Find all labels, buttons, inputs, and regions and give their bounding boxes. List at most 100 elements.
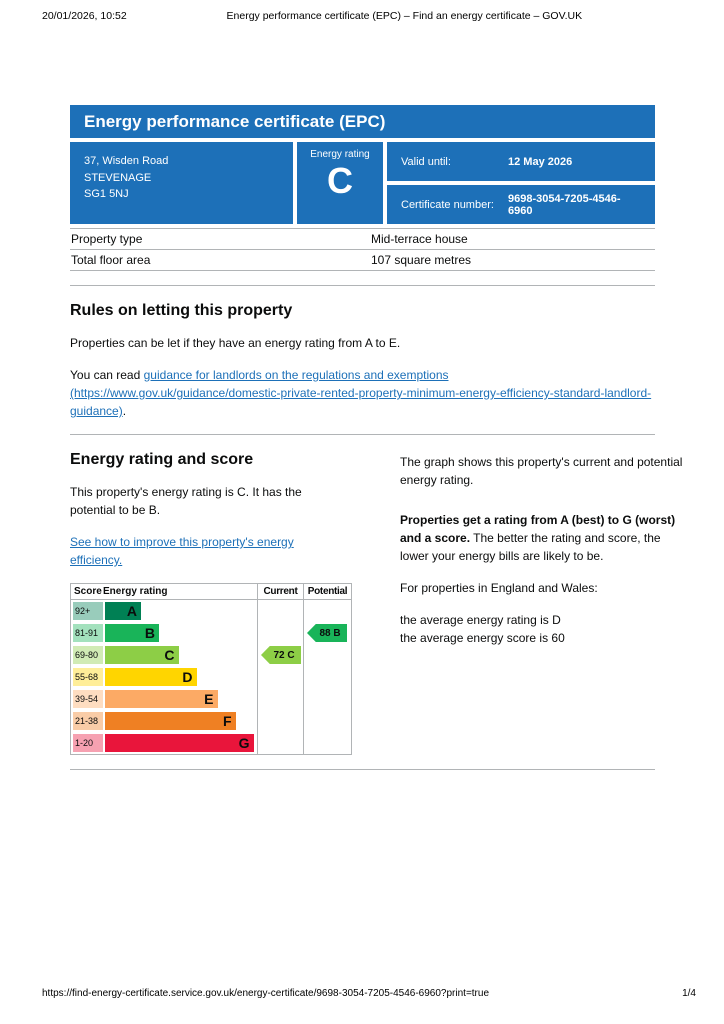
- rating-heading: Energy rating and score: [70, 451, 254, 468]
- graph-explainer-2: Properties get a rating from A (best) to…: [400, 511, 685, 565]
- epc-potential-column: Potential 88 B: [303, 584, 351, 754]
- rating-section-right: The graph shows this property's current …: [400, 435, 685, 755]
- band-score-range: 39-54: [73, 690, 103, 708]
- band-score-range: 69-80: [73, 646, 103, 664]
- property-detail-value: 107 square metres: [370, 249, 655, 271]
- band-bar-area: D: [105, 668, 255, 686]
- page-number: 1/4: [682, 988, 696, 999]
- letting-paragraph-2: You can read guidance for landlords on t…: [70, 366, 655, 420]
- print-url: https://find-energy-certificate.service.…: [42, 988, 490, 999]
- address-line-1: 37, Wisden Road: [84, 155, 169, 167]
- letting-para2-prefix: You can read: [70, 368, 144, 382]
- epc-chart: Score Energy rating 92+ A 81-91 B 69-80 C 55-6…: [70, 583, 352, 755]
- property-address: 37, Wisden Road STEVENAGE SG1 5NJ: [70, 142, 293, 224]
- chart-score-header: Score: [74, 586, 102, 597]
- band-letter: B: [144, 625, 155, 641]
- epc-band-row-f: 21-38 F: [71, 710, 257, 732]
- band-bar-area: A: [105, 602, 255, 620]
- current-rating-marker: 72 C: [261, 646, 301, 664]
- page-title: Energy performance certificate (EPC): [70, 105, 655, 138]
- chart-rating-header: Energy rating: [103, 586, 168, 597]
- certificate-document: Energy performance certificate (EPC) 37,…: [70, 0, 682, 770]
- property-detail-label: Total floor area: [70, 249, 370, 271]
- band-letter: C: [164, 647, 175, 663]
- print-footer: https://find-energy-certificate.service.…: [42, 988, 696, 999]
- chart-current-header: Current: [258, 584, 303, 600]
- divider: [70, 434, 655, 435]
- divider: [70, 285, 655, 286]
- epc-band-row-e: 39-54 E: [71, 688, 257, 710]
- certificate-number-value: 9698-3054-7205-4546-6960: [508, 192, 621, 217]
- graph-explainer-2-bold: Properties get a rating from A (best) to…: [400, 513, 676, 545]
- epc-chart-header: Score Energy rating: [71, 584, 257, 600]
- chart-potential-header: Potential: [304, 584, 351, 600]
- epc-chart-bands-area: Score Energy rating 92+ A 81-91 B 69-80 C 55-6…: [71, 584, 257, 754]
- improve-link-paragraph: See how to improve this property's energ…: [70, 533, 310, 569]
- epc-band-row-c: 69-80 C: [71, 644, 257, 666]
- letting-paragraph-1: Properties can be let if they have an en…: [70, 336, 401, 350]
- band-score-range: 55-68: [73, 668, 103, 686]
- energy-rating-value: C: [327, 160, 353, 201]
- rating-section: Energy rating and score This property's …: [70, 435, 682, 755]
- epc-chart-bands: 92+ A 81-91 B 69-80 C 55-68 D 39-54 E 21-38 F 1-20 G: [71, 600, 257, 754]
- band-letter: E: [204, 691, 214, 707]
- print-page-title: Energy performance certificate (EPC) – F…: [226, 10, 583, 22]
- property-detail-row: Total floor area 107 square metres: [70, 249, 655, 271]
- certificate-summary: 37, Wisden Road STEVENAGE SG1 5NJ Energy…: [70, 142, 655, 224]
- average-score-line: the average energy score is 60: [400, 631, 565, 645]
- band-bar-f: F: [105, 712, 236, 730]
- band-bar-area: B: [105, 624, 255, 642]
- band-score-range: 81-91: [73, 624, 103, 642]
- certificate-number-row: Certificate number: 9698-3054-7205-4546-…: [387, 185, 655, 224]
- band-letter: G: [238, 735, 250, 751]
- epc-band-row-g: 1-20 G: [71, 732, 257, 754]
- graph-explainer-2-rest: The better the rating and score, the low…: [400, 531, 661, 563]
- certificate-number-label: Certificate number:: [401, 198, 494, 211]
- letting-para2-suffix: .: [122, 404, 127, 418]
- band-bar-area: F: [105, 712, 255, 730]
- energy-rating-box: Energy rating C: [297, 142, 383, 224]
- landlord-guidance-link[interactable]: guidance for landlords on the regulation…: [70, 368, 652, 418]
- property-detail-value: Mid-terrace house: [370, 228, 655, 250]
- letting-heading: Rules on letting this property: [70, 302, 293, 319]
- property-detail-row: Property type Mid-terrace house: [70, 228, 655, 250]
- band-score-range: 1-20: [73, 734, 103, 752]
- band-bar-g: G: [105, 734, 254, 752]
- band-letter: D: [182, 669, 193, 685]
- band-score-range: 92+: [73, 602, 103, 620]
- energy-rating-label: Energy rating: [310, 149, 370, 160]
- address-line-2: STEVENAGE: [84, 171, 152, 184]
- valid-until-value: 12 May 2026: [508, 155, 573, 168]
- band-letter: F: [222, 713, 232, 729]
- property-details-table: Property type Mid-terrace house Total floo…: [70, 228, 655, 271]
- band-bar-d: D: [105, 668, 197, 686]
- averages-values: the average energy rating is D the avera…: [400, 611, 685, 647]
- valid-until-label: Valid until:: [401, 155, 451, 168]
- epc-band-row-d: 55-68 D: [71, 666, 257, 688]
- band-bar-e: E: [105, 690, 218, 708]
- band-bar-b: B: [105, 624, 159, 642]
- epc-band-row-a: 92+ A: [71, 600, 257, 622]
- averages-intro: For properties in England and Wales:: [400, 581, 598, 595]
- band-score-range: 21-38: [73, 712, 103, 730]
- band-bar-area: C: [105, 646, 255, 664]
- improve-efficiency-link[interactable]: See how to improve this property's energ…: [70, 535, 294, 567]
- band-letter: A: [126, 603, 137, 619]
- band-bar-area: E: [105, 690, 255, 708]
- print-datetime: 20/01/2026, 10:52: [42, 10, 127, 22]
- divider: [70, 769, 655, 770]
- print-header: 20/01/2026, 10:52 Energy performance cer…: [42, 10, 682, 22]
- rating-section-left: Energy rating and score This property's …: [70, 435, 355, 755]
- potential-rating-marker: 88 B: [307, 624, 347, 642]
- epc-current-column: Current 72 C: [257, 584, 303, 754]
- rating-summary-text: This property's energy rating is C. It h…: [70, 485, 302, 517]
- band-bar-area: G: [105, 734, 255, 752]
- address-line-3: SG1 5NJ: [84, 188, 129, 200]
- property-detail-label: Property type: [70, 228, 370, 250]
- validity-column: Valid until: 12 May 2026 Certificate num…: [387, 142, 655, 224]
- band-bar-a: A: [105, 602, 141, 620]
- graph-explainer-1: The graph shows this property's current …: [400, 455, 683, 487]
- band-bar-c: C: [105, 646, 179, 664]
- average-rating-line: the average energy rating is D: [400, 613, 561, 627]
- valid-until-row: Valid until: 12 May 2026: [387, 142, 655, 181]
